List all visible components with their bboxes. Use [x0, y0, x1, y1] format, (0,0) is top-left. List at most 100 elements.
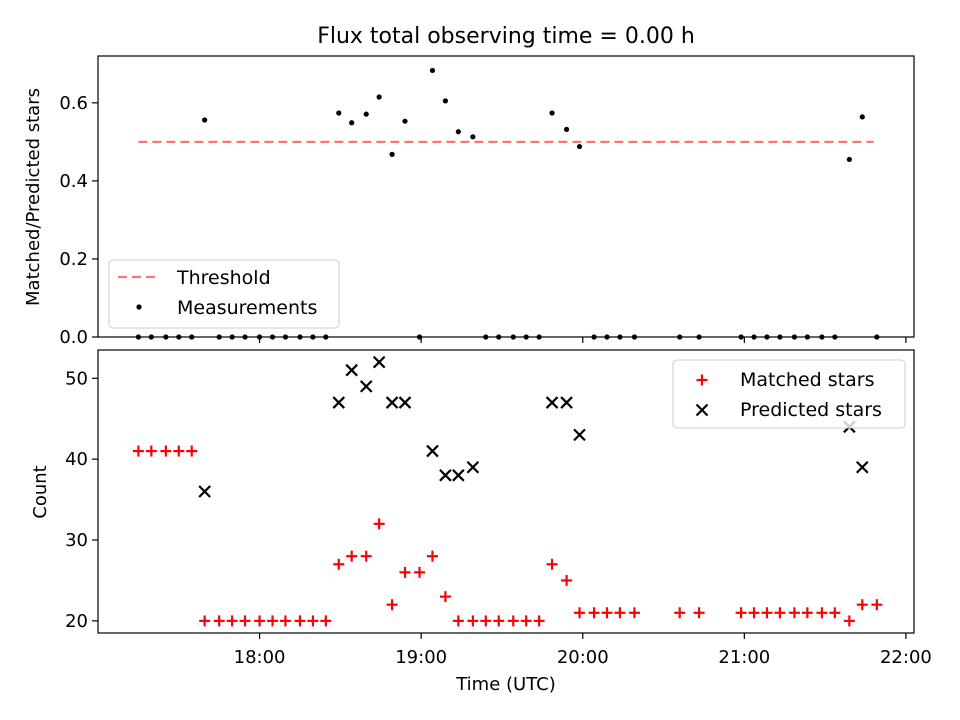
predicted-star-point — [426, 444, 439, 458]
matched-star-point — [533, 615, 545, 627]
predicted-star-point — [345, 363, 358, 377]
x-tick-label: 21:00 — [718, 647, 770, 668]
top-axes-frame — [97, 55, 915, 338]
legend-threshold-label: Threshold — [176, 267, 271, 289]
matched-star-point — [856, 599, 868, 611]
predicted-star-point — [856, 460, 869, 474]
top-y-tick-label: 0.2 — [59, 249, 88, 270]
matched-star-point — [173, 445, 185, 457]
x-tick-label: 22:00 — [880, 647, 932, 668]
predicted-star-point — [372, 355, 386, 369]
matched-star-point — [588, 607, 600, 619]
measurement-point — [455, 129, 461, 135]
matched-star-point — [294, 615, 306, 627]
measurement-point — [576, 143, 583, 150]
measurement-point — [442, 98, 449, 104]
matched-star-point — [493, 615, 505, 627]
legend-predicted-marker — [695, 403, 709, 417]
matched-star-point — [452, 615, 464, 627]
matched-star-point — [373, 518, 385, 530]
predicted-star-point — [332, 396, 346, 409]
predicted-stars-points — [198, 355, 869, 498]
x-tick-label: 20:00 — [557, 647, 609, 668]
matched-stars-points — [132, 445, 883, 627]
predicted-star-point — [398, 396, 412, 409]
legend-predicted-label: Predicted stars — [740, 399, 882, 421]
matched-star-point — [199, 615, 211, 627]
matched-star-point — [843, 615, 855, 627]
legend-predicted-swatch — [695, 403, 709, 417]
measurement-point — [376, 94, 382, 100]
bottom-ticks: 20 30 40 50 18:00 19:00 20:00 21:00 22:00 — [65, 368, 932, 668]
matched-star-point — [279, 615, 291, 627]
measurement-point — [202, 117, 208, 123]
predicted-star-point — [198, 485, 211, 498]
predicted-star-point — [545, 396, 559, 409]
predicted-star-point — [359, 380, 373, 393]
measurement-point — [549, 110, 555, 116]
measurement-point — [389, 151, 395, 157]
matched-star-point — [561, 574, 573, 586]
measurement-points — [135, 67, 880, 340]
matched-star-point — [546, 558, 558, 570]
measurement-point — [402, 118, 408, 124]
measurement-point — [336, 110, 342, 116]
measurement-point — [859, 114, 865, 120]
matched-star-point — [816, 607, 828, 619]
matched-star-point — [132, 445, 144, 457]
matched-star-point — [333, 558, 345, 570]
top-legend: Threshold Measurements — [108, 259, 340, 329]
legend-matched-label: Matched stars — [740, 369, 874, 391]
matched-star-point — [399, 566, 411, 578]
matched-star-point — [320, 615, 332, 627]
matched-star-point — [414, 566, 426, 578]
matched-star-point — [213, 615, 225, 627]
matched-star-point — [601, 607, 613, 619]
predicted-star-point — [466, 460, 480, 474]
matched-star-point — [439, 591, 451, 603]
top-y-tick-label: 0.0 — [59, 327, 88, 348]
matched-star-point — [574, 607, 586, 619]
matched-star-point — [467, 615, 479, 627]
bottom-axes-frame — [97, 349, 915, 634]
matched-star-point — [145, 445, 157, 457]
predicted-star-point — [385, 396, 399, 409]
matched-star-point — [774, 607, 786, 619]
matched-star-point — [614, 607, 626, 619]
matched-star-point — [386, 599, 398, 611]
matched-star-point — [761, 607, 773, 619]
predicted-star-point — [439, 469, 452, 482]
x-tick-label: 19:00 — [395, 647, 447, 668]
matched-star-point — [307, 615, 319, 627]
bottom-y-axis-label: Count — [30, 465, 51, 518]
measurement-point — [349, 120, 355, 126]
legend-measurements-label: Measurements — [177, 297, 317, 319]
bottom-y-tick-label: 40 — [65, 449, 88, 470]
matched-star-point — [160, 445, 172, 457]
matched-star-point — [829, 607, 841, 619]
matched-star-point — [628, 607, 640, 619]
legend-matched-swatch — [696, 374, 708, 386]
matched-star-point — [239, 615, 251, 627]
bottom-y-tick-label: 50 — [65, 368, 88, 389]
bottom-legend-box — [672, 359, 906, 429]
top-y-axis-label: Matched/Predicted stars — [23, 88, 44, 306]
matched-star-point — [346, 550, 358, 562]
matched-star-point — [520, 615, 532, 627]
measurement-point — [563, 126, 570, 132]
legend-measurements-swatch — [136, 304, 142, 310]
top-legend-box — [108, 259, 340, 329]
top-y-tick-label: 0.6 — [59, 93, 88, 114]
matched-star-point — [426, 550, 438, 562]
legend-matched-marker — [696, 374, 708, 386]
bottom-y-tick-label: 20 — [65, 611, 88, 632]
top-panel: 0.0 0.2 0.4 0.6 Matched/Predicted stars Thr… — [23, 55, 915, 348]
matched-star-point — [507, 615, 519, 627]
matched-star-point — [480, 615, 492, 627]
top-y-tick-label: 0.4 — [59, 171, 88, 192]
measurement-point — [363, 111, 369, 117]
measurement-point — [470, 134, 476, 140]
matched-star-point — [186, 445, 198, 457]
